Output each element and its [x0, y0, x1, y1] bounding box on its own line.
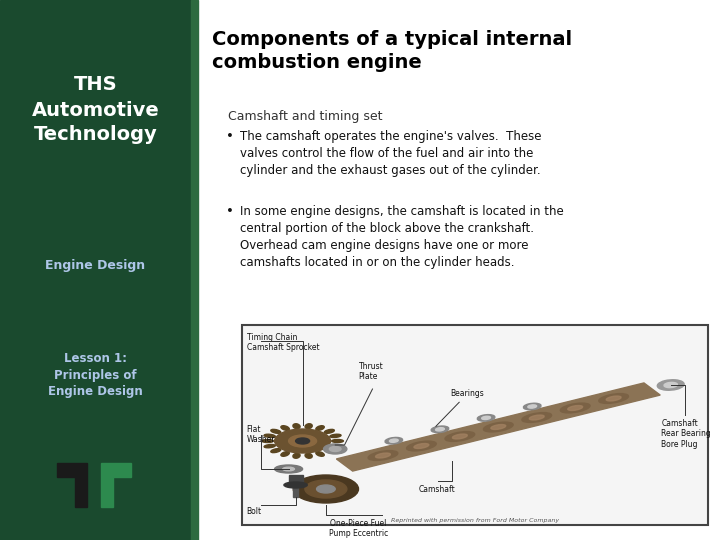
- Ellipse shape: [262, 440, 274, 442]
- Ellipse shape: [436, 428, 444, 431]
- Ellipse shape: [332, 440, 343, 442]
- Bar: [191, 0, 198, 540]
- Ellipse shape: [283, 467, 294, 471]
- Ellipse shape: [293, 453, 300, 458]
- Bar: [0, 0, 191, 540]
- Ellipse shape: [431, 426, 449, 433]
- Bar: [289, 475, 302, 485]
- Text: •: •: [226, 130, 234, 143]
- Ellipse shape: [376, 453, 390, 458]
- Ellipse shape: [330, 434, 341, 437]
- Circle shape: [317, 485, 336, 493]
- Polygon shape: [336, 383, 660, 471]
- Ellipse shape: [281, 451, 289, 456]
- Text: One-Piece Fuel
Pump Eccentric: One-Piece Fuel Pump Eccentric: [329, 519, 388, 538]
- Ellipse shape: [599, 394, 629, 403]
- Text: Camshaft: Camshaft: [419, 485, 456, 494]
- Ellipse shape: [324, 429, 334, 433]
- Ellipse shape: [407, 441, 436, 451]
- Circle shape: [296, 438, 310, 444]
- Ellipse shape: [522, 413, 552, 422]
- Text: Lesson 1:
Principles of
Engine Design: Lesson 1: Principles of Engine Design: [48, 352, 143, 399]
- Ellipse shape: [483, 422, 513, 432]
- Ellipse shape: [414, 443, 429, 448]
- Ellipse shape: [281, 426, 289, 430]
- Ellipse shape: [264, 434, 275, 437]
- Text: •: •: [226, 205, 234, 218]
- Ellipse shape: [657, 380, 684, 390]
- Ellipse shape: [445, 431, 474, 441]
- Ellipse shape: [323, 444, 347, 454]
- Ellipse shape: [482, 416, 490, 420]
- Ellipse shape: [284, 482, 307, 488]
- Ellipse shape: [477, 415, 495, 421]
- Text: Reprinted with permission from Ford Motor Company: Reprinted with permission from Ford Moto…: [391, 518, 559, 523]
- Text: Bolt: Bolt: [247, 507, 262, 516]
- Ellipse shape: [385, 437, 402, 444]
- Ellipse shape: [560, 403, 590, 413]
- Ellipse shape: [274, 465, 302, 473]
- Text: Bearings: Bearings: [450, 389, 484, 399]
- Ellipse shape: [529, 415, 544, 420]
- Ellipse shape: [330, 444, 341, 448]
- Circle shape: [293, 475, 359, 503]
- Ellipse shape: [324, 449, 334, 453]
- Ellipse shape: [264, 444, 275, 448]
- Ellipse shape: [305, 424, 312, 429]
- Circle shape: [305, 480, 347, 498]
- Ellipse shape: [606, 396, 621, 401]
- Polygon shape: [58, 463, 87, 507]
- Text: Camshaft and timing set: Camshaft and timing set: [228, 110, 382, 123]
- Text: The camshaft operates the engine's valves.  These
valves control the flow of the: The camshaft operates the engine's valve…: [240, 130, 541, 177]
- Ellipse shape: [491, 424, 505, 429]
- Ellipse shape: [568, 406, 582, 410]
- Ellipse shape: [368, 450, 398, 461]
- Ellipse shape: [293, 424, 300, 429]
- Text: In some engine designs, the camshaft is located in the
central portion of the bl: In some engine designs, the camshaft is …: [240, 205, 564, 269]
- Ellipse shape: [523, 403, 541, 410]
- Text: Components of a typical internal
combustion engine: Components of a typical internal combust…: [212, 30, 572, 72]
- Text: Flat
Washer: Flat Washer: [247, 425, 275, 444]
- Ellipse shape: [452, 434, 467, 439]
- Bar: [242, 325, 708, 525]
- Ellipse shape: [528, 405, 536, 408]
- Ellipse shape: [316, 451, 324, 456]
- Text: Thrust
Plate: Thrust Plate: [359, 362, 383, 381]
- Bar: [293, 483, 298, 497]
- Ellipse shape: [390, 439, 398, 442]
- Ellipse shape: [271, 429, 281, 433]
- Ellipse shape: [664, 382, 678, 388]
- Ellipse shape: [316, 426, 324, 430]
- Text: THS
Automotive
Technology: THS Automotive Technology: [32, 76, 159, 145]
- Ellipse shape: [305, 453, 312, 458]
- Text: Engine Design: Engine Design: [45, 259, 145, 272]
- Text: Timing Chain
Camshaft Sprocket: Timing Chain Camshaft Sprocket: [247, 333, 319, 353]
- Ellipse shape: [329, 447, 341, 451]
- Polygon shape: [102, 463, 132, 507]
- Ellipse shape: [271, 449, 281, 453]
- Text: Camshaft
Rear Bearing
Bore Plug: Camshaft Rear Bearing Bore Plug: [662, 419, 711, 449]
- Circle shape: [274, 429, 330, 453]
- Circle shape: [289, 435, 317, 447]
